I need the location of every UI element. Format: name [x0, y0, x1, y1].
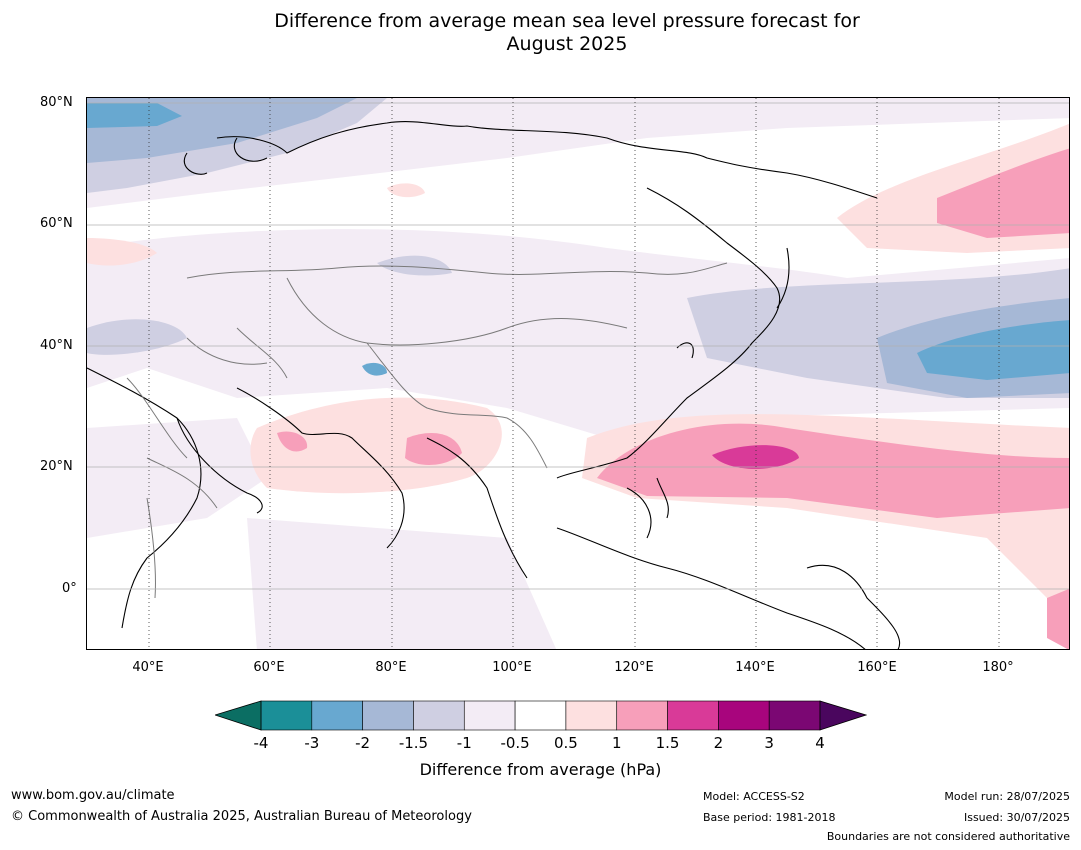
anomaly-region-pos-bengal	[405, 433, 462, 465]
lat-label-60n: 60°N	[40, 216, 73, 231]
colorbar-extend-high	[819, 700, 867, 731]
lon-label-140e: 140°E	[735, 660, 775, 675]
colorbar-title: Difference from average (hPa)	[419, 760, 662, 779]
lon-label-60e: 60°E	[253, 660, 285, 675]
footer-issued: Issued: 30/07/2025	[963, 811, 1070, 824]
colorbar-extend-low	[215, 700, 262, 731]
anomaly-region-pos-pacific-core	[712, 445, 799, 469]
map-canvas	[87, 98, 1069, 649]
longitude-gridlines	[148, 98, 1000, 649]
anomaly-region-pos-australia-edge	[1047, 588, 1069, 649]
colorbar-tick-label: 4	[815, 734, 825, 752]
footer-url[interactable]: www.bom.gov.au/climate	[11, 788, 175, 803]
colorbar-cell	[768, 700, 821, 731]
anomaly-region-neg-north-core	[87, 103, 182, 128]
lon-label-180: 180°	[982, 660, 1014, 675]
anomaly-region-pos-europe	[87, 238, 157, 266]
anomaly-region-pos-kamchatka	[937, 148, 1069, 238]
lat-label-0: 0°	[62, 581, 77, 596]
colorbar-cell	[616, 700, 668, 731]
lon-label-160e: 160°E	[857, 660, 897, 675]
colorbar-tick-label: -3	[304, 734, 320, 752]
lon-label-100e: 100°E	[492, 660, 532, 675]
colorbar-cell	[565, 700, 618, 731]
anomaly-region-neg-south	[87, 418, 267, 538]
colorbar-cell	[362, 700, 414, 731]
colorbar-cell	[667, 700, 719, 731]
anomaly-region-pos-arabia	[277, 431, 308, 452]
colorbar-tick-label: -1.5	[398, 734, 429, 752]
title-line-2: August 2025	[506, 33, 628, 55]
colorbar-tick-label: -4	[253, 734, 269, 752]
colorbar-tick-label: 3	[764, 734, 774, 752]
colorbar	[215, 700, 867, 731]
colorbar-cell	[413, 700, 465, 731]
lat-label-40n: 40°N	[40, 338, 73, 353]
colorbar-tick-label: 0.5	[553, 734, 578, 752]
coastlines	[87, 121, 901, 649]
colorbar-cell	[463, 700, 516, 731]
lon-label-80e: 80°E	[375, 660, 407, 675]
anomaly-region-neg-central-asia	[377, 255, 452, 276]
footer-disclaimer: Boundaries are not considered authoritat…	[826, 830, 1070, 843]
colorbar-tick-label: -2	[355, 734, 371, 752]
lon-label-120e: 120°E	[614, 660, 654, 675]
anomaly-region-neg-pacific-core	[917, 320, 1069, 380]
colorbar-cell	[514, 700, 567, 731]
footer-model-run: Model run: 28/07/2025	[944, 790, 1070, 803]
anomaly-region-neg-tibet	[362, 362, 387, 376]
lat-label-20n: 20°N	[40, 459, 73, 474]
title-line-1: Difference from average mean sea level p…	[274, 10, 860, 32]
footer-base-period: Base period: 1981-2018	[703, 811, 836, 824]
anomaly-region-pos-weak-india	[250, 397, 502, 494]
colorbar-tick-label: 1	[611, 734, 622, 752]
colorbar-tick-label: 2	[713, 734, 724, 752]
map-title: Difference from average mean sea level p…	[0, 10, 1081, 56]
lat-label-80n: 80°N	[40, 95, 73, 110]
latitude-gridlines	[87, 102, 1069, 590]
country-boundaries	[126, 262, 728, 599]
lon-label-40e: 40°E	[132, 660, 164, 675]
pressure-anomaly-map	[86, 97, 1070, 650]
colorbar-tick-label: -1	[456, 734, 472, 752]
footer-model: Model: ACCESS-S2	[703, 790, 805, 803]
colorbar-tick-label: -0.5	[500, 734, 530, 752]
colorbar-cell	[260, 700, 313, 731]
colorbar-tick-label: 1.5	[655, 734, 680, 752]
anomaly-region-pos-pacific	[597, 423, 1069, 518]
footer-copyright: © Commonwealth of Australia 2025, Austra…	[11, 809, 472, 824]
colorbar-cell	[311, 700, 363, 731]
anomaly-region-pos-west-siberia	[387, 183, 425, 198]
colorbar-cells	[260, 700, 821, 731]
colorbar-cell	[718, 700, 770, 731]
anomaly-region-neg-indian-ocean	[247, 518, 557, 649]
anomaly-region-neg-weak-asia	[87, 229, 1069, 438]
